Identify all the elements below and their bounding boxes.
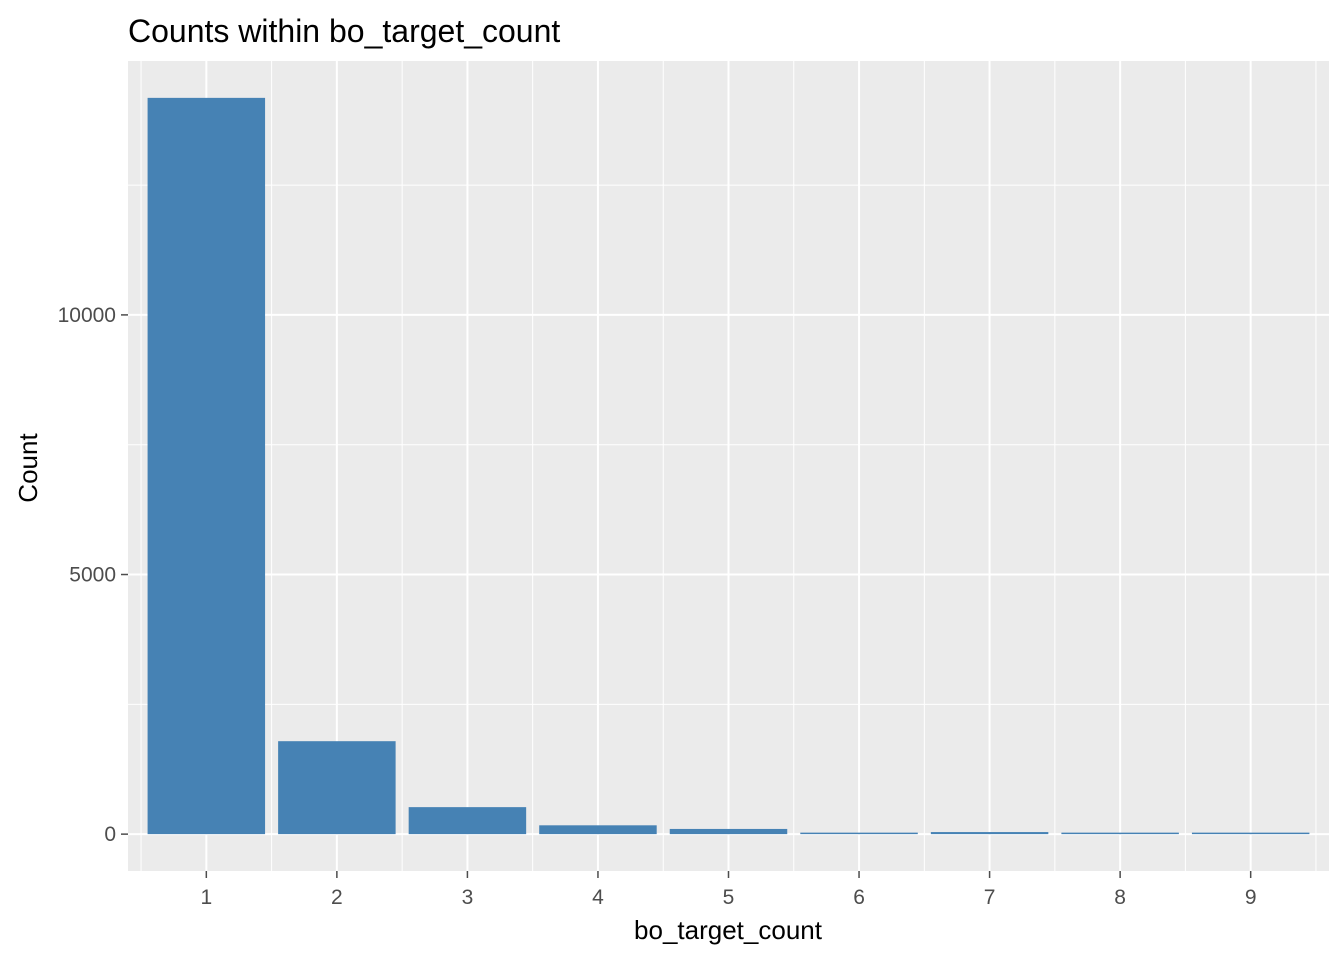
x-tick-label: 9	[1245, 886, 1257, 909]
bar-1	[147, 97, 266, 835]
chart-title: Counts within bo_target_count	[128, 13, 560, 49]
bar-6	[800, 832, 918, 835]
x-tick-label: 3	[462, 886, 474, 909]
x-axis: 1 2 3 4 5 6 7 8 9	[200, 871, 1257, 909]
x-tick-label: 5	[723, 886, 735, 909]
x-tick-label: 1	[200, 886, 212, 909]
bar-2	[278, 741, 396, 835]
x-axis-title: bo_target_count	[634, 915, 823, 945]
y-tick-label: 0	[104, 823, 116, 846]
x-tick-label: 6	[853, 886, 865, 909]
x-tick-label: 2	[331, 886, 343, 909]
bar-7	[930, 832, 1049, 835]
bar-4	[539, 825, 657, 835]
bar-9	[1191, 832, 1310, 835]
y-tick-label: 5000	[69, 564, 116, 587]
x-tick-label: 4	[592, 886, 604, 909]
bar-5	[669, 828, 788, 835]
bar-3	[408, 807, 527, 835]
y-axis: 0 5000 10000	[58, 304, 128, 846]
x-tick-label: 8	[1114, 886, 1126, 909]
bars	[147, 97, 1310, 835]
bar-8	[1061, 832, 1179, 835]
y-axis-title: Count	[13, 433, 43, 503]
x-tick-label: 7	[984, 886, 996, 909]
y-tick-label: 10000	[58, 304, 116, 327]
